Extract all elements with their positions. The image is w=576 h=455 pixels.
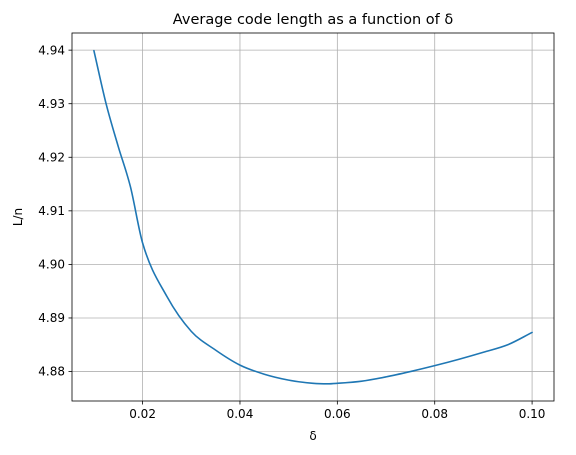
x-tick-label: 0.08 — [421, 407, 448, 421]
y-tick-label: 4.91 — [38, 204, 65, 218]
x-tick-label: 0.06 — [324, 407, 351, 421]
x-axis-label: δ — [309, 429, 316, 443]
series-line — [93, 49, 533, 385]
chart-title: Average code length as a function of δ — [173, 12, 454, 28]
y-tick-label: 4.90 — [38, 258, 65, 272]
gridlines — [72, 33, 554, 401]
x-tick-label: 0.02 — [129, 407, 156, 421]
x-tick-label: 0.10 — [519, 407, 546, 421]
y-tick-label: 4.88 — [38, 365, 65, 379]
y-axis-ticks: 4.88 4.89 4.90 4.91 4.92 4.93 4.94 — [38, 43, 72, 379]
x-tick-label: 0.04 — [227, 407, 254, 421]
y-tick-label: 4.89 — [38, 311, 65, 325]
y-axis-label: L/n — [11, 208, 25, 226]
plot-frame — [71, 32, 555, 402]
series-layer — [93, 49, 533, 385]
x-axis-ticks: 0.02 0.04 0.06 0.08 0.10 — [129, 401, 545, 421]
y-tick-label: 4.93 — [38, 97, 65, 111]
y-tick-label: 4.94 — [38, 43, 65, 57]
y-tick-label: 4.92 — [38, 150, 65, 164]
